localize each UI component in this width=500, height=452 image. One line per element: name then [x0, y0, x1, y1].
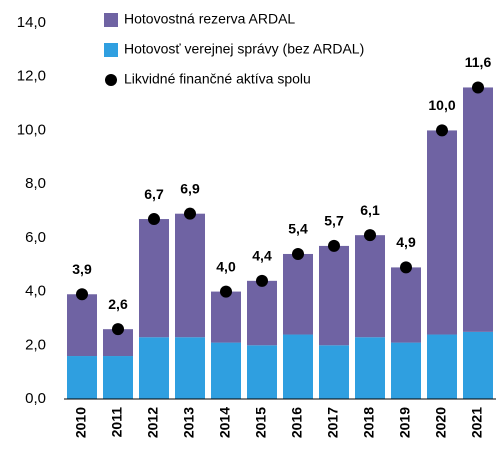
legend-swatch [104, 43, 118, 57]
y-tick-label: 4,0 [25, 283, 46, 300]
value-label: 4,4 [252, 248, 272, 264]
legend-swatch [105, 74, 117, 86]
x-tick-label: 2010 [73, 407, 89, 438]
total-dot [364, 229, 376, 242]
bar-segment [427, 334, 457, 399]
total-dot [76, 288, 88, 301]
bar-segment [103, 356, 133, 399]
bar-segment [391, 342, 421, 399]
total-dot [292, 247, 304, 260]
bar-segment [463, 87, 493, 332]
bar-segment [139, 219, 169, 338]
value-label: 5,7 [324, 213, 344, 229]
x-tick-label: 2016 [289, 407, 305, 438]
legend-swatch [104, 13, 118, 27]
x-tick-label: 2013 [181, 407, 197, 438]
bar-segment [355, 235, 385, 338]
bar-segment [319, 245, 349, 346]
y-tick-label: 14,0 [17, 14, 46, 31]
total-dot [328, 239, 340, 252]
value-label: 6,1 [360, 202, 380, 218]
bar-segment [427, 130, 457, 335]
y-tick-label: 10,0 [17, 121, 46, 138]
total-dot [436, 124, 448, 137]
x-tick-label: 2011 [109, 407, 125, 438]
bar-segment [139, 337, 169, 399]
bar-segment [67, 356, 97, 399]
bar-segment [283, 253, 313, 335]
value-label: 4,9 [396, 234, 416, 250]
total-dot [184, 207, 196, 220]
legend-label: Hotovostná rezerva ARDAL [124, 11, 295, 27]
bar-segment [355, 337, 385, 399]
total-dot [112, 323, 124, 336]
x-tick-label: 2018 [361, 407, 377, 438]
total-dot [256, 274, 268, 287]
value-label: 6,9 [180, 180, 200, 196]
value-label: 2,6 [108, 296, 128, 312]
total-dot [148, 213, 160, 226]
value-label: 5,4 [288, 221, 308, 237]
total-dot [472, 81, 484, 94]
x-tick-label: 2020 [433, 407, 449, 438]
bar-segment [211, 291, 241, 343]
x-tick-label: 2014 [217, 407, 233, 438]
bar-segment [463, 331, 493, 399]
value-label: 4,0 [216, 258, 236, 274]
legend-label: Likvidné finančné aktíva spolu [124, 71, 311, 87]
bar-segment [67, 294, 97, 357]
bar-segment [175, 337, 205, 399]
bar-segment [391, 267, 421, 343]
x-tick-label: 2021 [469, 407, 485, 438]
x-tick-label: 2015 [253, 407, 269, 438]
bar-segment [175, 213, 205, 338]
x-tick-label: 2019 [397, 407, 413, 438]
value-label: 10,0 [428, 97, 455, 113]
bar-segment [283, 334, 313, 399]
y-tick-label: 12,0 [17, 68, 46, 85]
x-tick-label: 2012 [145, 407, 161, 438]
y-tick-label: 6,0 [25, 229, 46, 246]
bar-segment [211, 342, 241, 399]
y-tick-label: 2,0 [25, 336, 46, 353]
value-label: 6,7 [144, 186, 164, 202]
bar-segment [319, 345, 349, 399]
value-label: 11,6 [465, 54, 492, 70]
y-tick-label: 0,0 [25, 390, 46, 407]
legend-label: Hotovosť verejnej správy (bez ARDAL) [124, 41, 364, 57]
value-label: 3,9 [72, 261, 92, 277]
x-tick-label: 2017 [325, 407, 341, 438]
bar-segment [247, 280, 277, 346]
total-dot [400, 261, 412, 274]
bar-segment [247, 345, 277, 399]
total-dot [220, 285, 232, 298]
y-tick-label: 8,0 [25, 175, 46, 192]
